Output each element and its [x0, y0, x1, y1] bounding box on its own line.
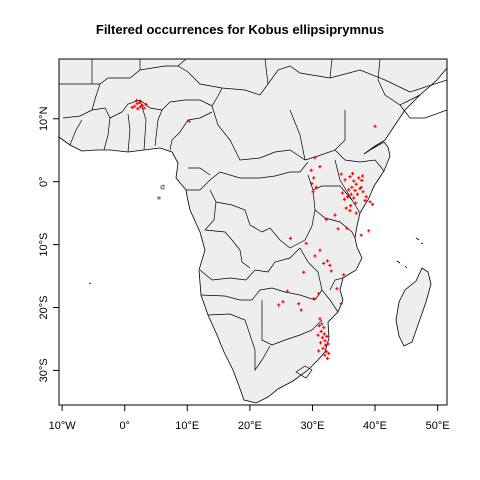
- occurrence-point: [323, 354, 326, 357]
- occurrence-point: [326, 357, 329, 360]
- x-tick-label: 30°E: [300, 420, 324, 432]
- x-tick-label: 10°W: [49, 420, 77, 432]
- x-tick-label: 10°E: [175, 420, 199, 432]
- y-tick-label: 20°S: [38, 295, 50, 319]
- occurrence-point: [367, 229, 370, 232]
- island-seychelles: [416, 238, 423, 244]
- y-tick-label: 10°S: [38, 233, 50, 257]
- occurrence-point: [360, 234, 363, 237]
- x-axis: 10°W 0° 10°E 20°E 30°E 40°E 50°E: [49, 405, 450, 432]
- landmass: [59, 59, 447, 403]
- island-sao-tome: [158, 197, 160, 199]
- occurrence-point: [327, 352, 330, 355]
- y-tick-label: 30°S: [38, 358, 50, 382]
- island-saint-helena: [89, 283, 91, 284]
- island-bioko: [161, 185, 164, 189]
- y-axis: 10°N 0° 10°S 20°S 30°S: [38, 106, 59, 382]
- island-comoros: [397, 261, 407, 268]
- x-tick-label: 0°: [119, 420, 130, 432]
- map-panel: [59, 59, 447, 403]
- madagascar: [396, 268, 431, 346]
- x-tick-label: 40°E: [363, 420, 387, 432]
- occurrence-point: [371, 203, 374, 206]
- occurrence-point: [368, 200, 371, 203]
- y-tick-label: 0°: [38, 176, 50, 187]
- y-tick-label: 10°N: [38, 106, 50, 131]
- x-tick-label: 20°E: [238, 420, 262, 432]
- x-tick-label: 50°E: [426, 420, 450, 432]
